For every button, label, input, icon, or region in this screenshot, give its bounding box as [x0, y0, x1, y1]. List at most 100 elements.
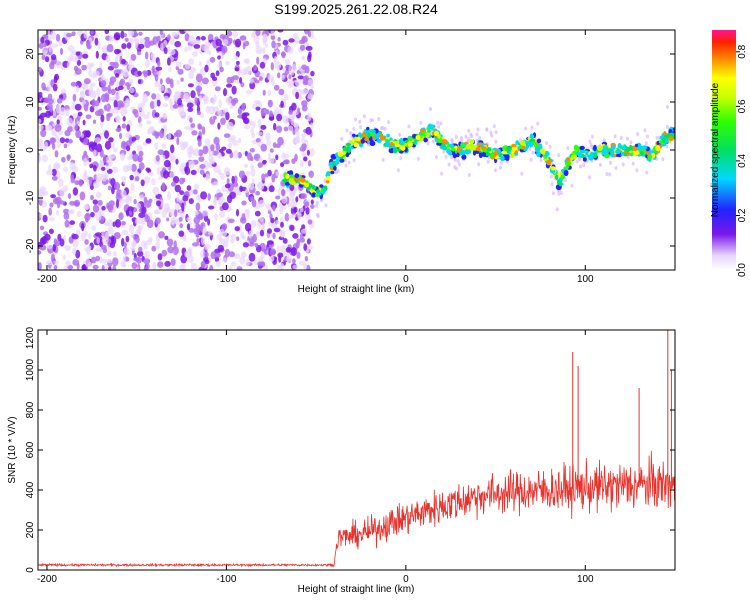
noise-blob — [101, 258, 107, 264]
noise-blob — [258, 199, 265, 208]
spectrogram-marks — [38, 30, 675, 270]
noise-blob — [177, 68, 184, 75]
noise-blob — [104, 140, 112, 150]
noise-blob — [179, 190, 185, 196]
noise-blob — [67, 45, 75, 52]
noise-blob — [296, 240, 300, 249]
noise-blob — [635, 168, 639, 173]
y-tick-label: -20 — [25, 238, 36, 253]
noise-blob — [127, 30, 135, 37]
noise-blob — [248, 230, 252, 239]
noise-blob — [42, 86, 47, 91]
noise-blob — [241, 102, 246, 111]
noise-blob — [128, 224, 135, 234]
noise-blob — [121, 58, 126, 65]
noise-blob — [187, 45, 192, 51]
noise-blob — [279, 207, 284, 215]
noise-blob — [161, 154, 166, 160]
noise-blob — [99, 159, 104, 167]
noise-blob — [195, 73, 203, 83]
noise-blob — [67, 210, 74, 215]
spectrogram-x-label: Height of straight line (km) — [298, 284, 415, 295]
noise-blob — [200, 260, 206, 268]
noise-blob — [259, 229, 265, 237]
noise-blob — [269, 248, 276, 256]
noise-blob — [86, 40, 91, 49]
noise-blob — [209, 56, 216, 63]
noise-blob — [167, 133, 172, 140]
noise-blob — [277, 188, 281, 197]
noise-blob — [291, 158, 296, 165]
noise-blob — [267, 169, 272, 177]
noise-blob — [92, 264, 99, 270]
noise-blob — [46, 260, 53, 266]
noise-blob — [86, 246, 91, 256]
trace-cell — [521, 145, 526, 149]
noise-blob — [75, 51, 81, 56]
noise-blob — [125, 197, 132, 205]
trace-cell — [469, 147, 474, 151]
noise-blob — [266, 109, 270, 115]
noise-blob — [225, 234, 230, 243]
trace-cell — [632, 150, 638, 157]
noise-blob — [245, 170, 251, 176]
noise-blob — [136, 202, 141, 209]
noise-blob — [267, 74, 274, 82]
noise-blob — [261, 173, 266, 182]
noise-blob — [186, 185, 192, 191]
noise-blob — [245, 58, 250, 65]
trace-cell — [485, 152, 491, 157]
noise-blob — [436, 120, 440, 125]
noise-blob — [41, 154, 49, 163]
noise-blob — [104, 172, 109, 180]
noise-blob — [160, 42, 164, 52]
trace-cell — [456, 146, 461, 153]
y-tick-label: 200 — [25, 521, 36, 538]
noise-blob — [148, 171, 154, 176]
trace-cell — [550, 166, 556, 171]
trace-cell — [326, 171, 331, 176]
trace-cell — [296, 178, 302, 182]
noise-blob — [260, 124, 267, 130]
noise-blob — [133, 171, 140, 177]
noise-blob — [155, 241, 160, 250]
noise-blob — [69, 200, 75, 206]
noise-blob — [301, 151, 307, 157]
noise-blob — [186, 217, 191, 222]
noise-blob — [116, 49, 122, 54]
noise-blob — [476, 127, 480, 132]
trace-cell — [325, 180, 330, 184]
noise-blob — [429, 107, 432, 111]
noise-blob — [66, 32, 73, 38]
noise-blob — [582, 163, 586, 168]
noise-blob — [194, 183, 199, 191]
noise-blob — [298, 39, 304, 45]
noise-blob — [316, 214, 320, 219]
noise-blob — [169, 78, 174, 85]
y-tick-label: 800 — [25, 401, 36, 418]
colorbar-tick-label: 0.8 — [737, 44, 748, 58]
trace-cell — [555, 174, 559, 180]
noise-blob — [236, 60, 240, 66]
noise-blob — [494, 130, 498, 135]
noise-blob — [254, 242, 259, 248]
noise-blob — [144, 213, 149, 220]
trace-cell — [337, 151, 344, 157]
trace-cell — [655, 145, 661, 152]
noise-blob — [121, 237, 125, 247]
trace-cell — [285, 174, 290, 180]
trace-cell — [661, 137, 666, 143]
y-tick-label: 0 — [25, 567, 36, 573]
trace-cell — [345, 152, 350, 158]
noise-blob — [134, 175, 140, 182]
trace-cell — [287, 170, 293, 175]
noise-blob — [377, 117, 381, 121]
noise-blob — [204, 251, 209, 258]
noise-blob — [613, 134, 617, 139]
noise-blob — [53, 260, 59, 266]
noise-blob — [144, 59, 150, 68]
noise-blob — [121, 43, 127, 50]
noise-blob — [86, 62, 93, 70]
noise-blob — [145, 138, 152, 144]
noise-blob — [170, 258, 176, 266]
